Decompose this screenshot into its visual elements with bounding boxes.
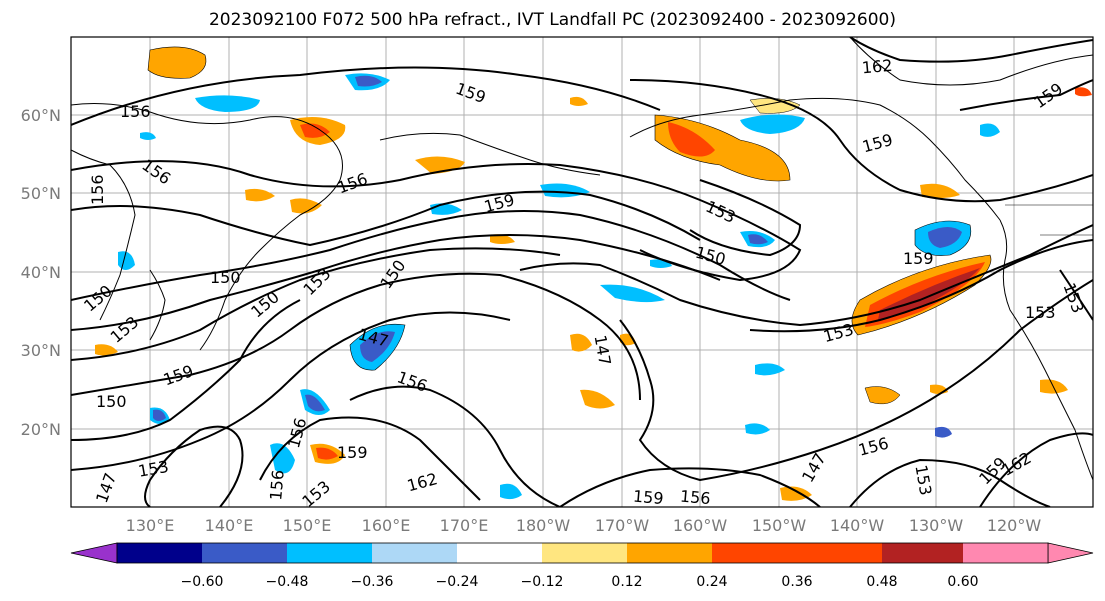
colorbar-tick-label: −0.60 (181, 574, 224, 590)
colorbar-bin (372, 543, 457, 563)
map-title: 2023092100 F072 500 hPa refract., IVT La… (208, 10, 896, 30)
lon-tick-label: 140°E (205, 516, 254, 535)
colorbar-bin (882, 543, 963, 563)
contour-label: 150 (210, 268, 241, 287)
contour-label: 150 (96, 392, 127, 411)
colorbar-tick-label: −0.12 (521, 574, 564, 590)
map-content: 156 159 156 156 156 162 159 153 150 159 … (71, 37, 1093, 509)
contour-label: 159 (337, 443, 368, 462)
contour-label: 156 (88, 174, 107, 205)
colorbar-tick-label: −0.24 (436, 574, 479, 590)
height-contours (71, 37, 1093, 507)
lat-tick-label: 20°N (21, 420, 61, 439)
contour-label: 153 (1025, 303, 1056, 322)
lon-tick-label: 150°W (752, 516, 807, 535)
colorbar-bin (287, 543, 372, 563)
positive-anomaly-patches (95, 46, 1092, 501)
gridlines (71, 37, 1093, 507)
contour-label: 156 (266, 469, 288, 501)
colorbar-extend-right (1047, 542, 1094, 564)
negative-anomaly-patches (118, 73, 1000, 500)
latitude-axis: 60°N 50°N 40°N 30°N 20°N (21, 106, 61, 439)
colorbar-bin (627, 543, 712, 563)
colorbar-outline (116, 542, 1049, 564)
coastlines (71, 37, 1093, 481)
colorbar-tick-label: −0.48 (266, 574, 309, 590)
map-border (70, 36, 1094, 508)
colorbar-extend-left (70, 542, 118, 564)
colorbar-tick-label: −0.36 (351, 574, 394, 590)
contour-label: 159 (632, 487, 664, 509)
colorbar-bin (542, 543, 627, 563)
lat-tick-label: 40°N (21, 263, 61, 282)
lon-tick-label: 130°W (909, 516, 964, 535)
colorbar-bin (963, 543, 1048, 563)
colorbar-bin (457, 543, 542, 563)
longitude-axis: 130°E 140°E 150°E 160°E 170°E 180°W 170°… (126, 516, 1042, 535)
lat-tick-label: 60°N (21, 106, 61, 125)
lon-tick-label: 150°E (283, 516, 332, 535)
colorbar-tick-label: 0.36 (781, 574, 812, 590)
lon-tick-label: 160°E (362, 516, 411, 535)
contour-label: 156 (120, 102, 151, 121)
lon-tick-label: 130°E (126, 516, 175, 535)
colorbar-tick-label: 0.24 (696, 574, 727, 590)
colorbar-bin (202, 543, 287, 563)
colorbar-tick-label: 0.48 (866, 574, 897, 590)
lon-tick-label: 140°W (830, 516, 885, 535)
contour-label: 162 (861, 56, 893, 78)
colorbar-bin (797, 543, 882, 563)
colorbar-bin (712, 543, 797, 563)
colorbar-tick-label: 0.12 (611, 574, 642, 590)
lat-tick-label: 30°N (21, 341, 61, 360)
lon-tick-label: 170°W (595, 516, 650, 535)
lat-tick-label: 50°N (21, 184, 61, 203)
colorbar-bin (117, 543, 202, 563)
colorbar: −0.60 −0.48 −0.36 −0.24 −0.12 0.12 0.24 … (70, 542, 1094, 590)
contour-label: 159 (903, 249, 934, 268)
lon-tick-label: 120°W (987, 516, 1042, 535)
lon-tick-label: 160°W (673, 516, 728, 535)
colorbar-tick-label: 0.60 (947, 574, 978, 590)
lon-tick-label: 170°E (440, 516, 489, 535)
contour-label: 156 (679, 487, 711, 509)
lon-tick-label: 180°W (516, 516, 571, 535)
